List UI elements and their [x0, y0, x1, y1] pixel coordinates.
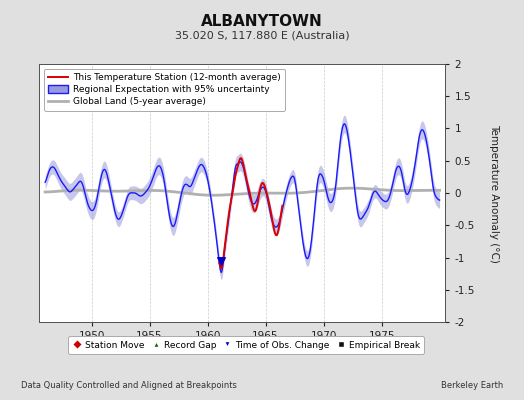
Legend: This Temperature Station (12-month average), Regional Expectation with 95% uncer: This Temperature Station (12-month avera…	[44, 68, 285, 111]
Text: 35.020 S, 117.880 E (Australia): 35.020 S, 117.880 E (Australia)	[174, 30, 350, 40]
Point	[217, 258, 226, 264]
Text: Berkeley Earth: Berkeley Earth	[441, 381, 503, 390]
Text: Data Quality Controlled and Aligned at Breakpoints: Data Quality Controlled and Aligned at B…	[21, 381, 237, 390]
Y-axis label: Temperature Anomaly (°C): Temperature Anomaly (°C)	[489, 124, 499, 262]
Legend: Station Move, Record Gap, Time of Obs. Change, Empirical Break: Station Move, Record Gap, Time of Obs. C…	[68, 336, 424, 354]
Text: ALBANYTOWN: ALBANYTOWN	[201, 14, 323, 29]
